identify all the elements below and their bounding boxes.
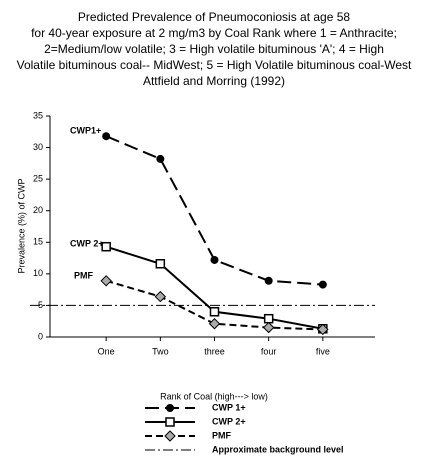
legend-label: CWP 1+ — [212, 402, 246, 412]
chart-title: Volatile bituminous coal-- MidWest; 5 = … — [17, 58, 412, 72]
x-tick-label: One — [98, 346, 115, 356]
annotation: PMF — [74, 270, 94, 280]
x-tick-label: four — [261, 346, 277, 356]
y-tick-label: 15 — [33, 237, 43, 247]
chart-title: for 40-year exposure at 2 mg/m3 by Coal … — [31, 26, 397, 40]
point — [155, 259, 166, 269]
y-tick-label: 30 — [33, 142, 43, 152]
point — [317, 323, 329, 336]
chart-title: 2=Medium/low volatile; 3 = High volatile… — [44, 42, 384, 56]
y-tick-label: 35 — [33, 110, 43, 120]
x-tick-label: five — [316, 346, 330, 356]
annotation: CWP1+ — [70, 125, 101, 135]
point — [262, 321, 275, 334]
point — [100, 275, 112, 287]
chart-title: Attfield and Morring (1992) — [143, 74, 285, 88]
legend-label: PMF — [212, 430, 232, 440]
point — [101, 241, 111, 252]
point — [165, 417, 175, 427]
point — [263, 313, 274, 324]
point — [154, 290, 167, 303]
y-tick-label: 5 — [38, 300, 43, 310]
y-tick-label: 0 — [38, 331, 43, 341]
y-tick-label: 20 — [33, 205, 43, 215]
legend-label: Approximate background level — [212, 444, 344, 454]
point — [102, 132, 111, 141]
legend-label: CWP 2+ — [212, 416, 246, 426]
series-line — [105, 279, 323, 331]
point — [264, 276, 273, 285]
x-axis-label: Rank of Coal (high---> low) — [160, 391, 268, 401]
y-tick-label: 10 — [33, 268, 43, 278]
point — [156, 154, 165, 163]
point — [208, 318, 221, 330]
annotation: CWP 2+ — [70, 238, 104, 248]
x-tick-label: Two — [152, 346, 169, 356]
y-axis-label: Prevalence (%) of CWP — [16, 178, 26, 273]
x-tick-label: three — [204, 346, 225, 356]
point — [318, 280, 327, 289]
point — [166, 404, 174, 412]
point — [164, 430, 176, 442]
y-tick-label: 25 — [33, 174, 43, 184]
point — [210, 255, 219, 264]
chart-title: Predicted Prevalence of Pneumoconiosis a… — [78, 10, 350, 24]
point — [209, 306, 220, 317]
